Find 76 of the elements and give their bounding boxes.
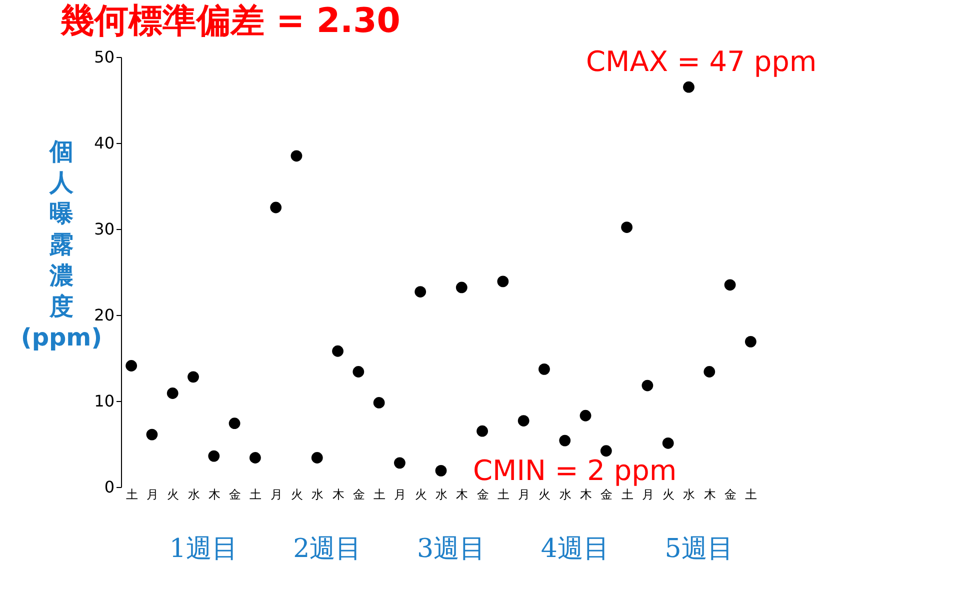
point — [518, 415, 530, 426]
x-tick-label: 水 — [312, 488, 324, 502]
x-tick-label: 火 — [662, 488, 675, 502]
y-tick-label: 20 — [94, 306, 114, 324]
point — [662, 437, 674, 449]
point — [126, 360, 138, 372]
point — [166, 388, 178, 399]
point — [332, 345, 344, 357]
point — [373, 397, 385, 408]
point — [724, 279, 736, 291]
chart-title: 幾何標準偏差 = 2.30 — [59, 1, 400, 41]
text: 1週目 — [169, 534, 238, 564]
x-tick-label: 金 — [600, 488, 613, 502]
x-tick-label: 金 — [352, 488, 365, 502]
x-tick-label: 火 — [167, 488, 180, 502]
point — [352, 366, 364, 378]
x-tick-label: 月 — [518, 488, 530, 502]
y-tick-label: 40 — [94, 134, 114, 152]
point — [600, 445, 612, 457]
x-tick-label: 水 — [436, 488, 448, 502]
text: 4週目 — [540, 534, 610, 564]
x-tick-label: 土 — [250, 488, 262, 502]
x-tick-label: 水 — [188, 488, 200, 502]
x-tick-label: 月 — [642, 488, 654, 502]
point — [497, 276, 509, 288]
annotation: CMAX = 47 ppm — [586, 45, 817, 78]
x-tick-label: 火 — [414, 488, 427, 502]
point — [290, 150, 302, 162]
point — [146, 428, 158, 440]
point — [311, 452, 323, 464]
point — [208, 450, 220, 462]
point — [642, 380, 654, 392]
point — [188, 371, 199, 383]
x-tick-label: 土 — [745, 488, 758, 502]
point — [394, 457, 406, 469]
y-tick-label: 0 — [104, 478, 114, 496]
x-tick-label: 水 — [559, 488, 572, 502]
x-tick-label: 木 — [580, 488, 592, 502]
x-tick-label: 火 — [290, 488, 303, 502]
x-tick-label: 月 — [394, 488, 406, 502]
point — [580, 410, 592, 422]
text: 5週目 — [664, 534, 734, 564]
point — [559, 434, 571, 446]
point — [228, 418, 240, 430]
x-tick-label: 金 — [476, 488, 489, 502]
point — [476, 425, 488, 437]
x-tick-label: 水 — [683, 488, 696, 502]
point — [456, 282, 468, 294]
x-tick-label: 土 — [126, 488, 138, 502]
x-tick-label: 金 — [229, 488, 242, 502]
x-tick-label: 木 — [332, 488, 344, 502]
point — [744, 336, 756, 348]
x-tick-label: 火 — [538, 488, 551, 502]
x-tick-label: 金 — [724, 488, 737, 502]
x-tick-label: 月 — [270, 488, 282, 502]
text: 2週目 — [293, 534, 362, 564]
point — [414, 286, 426, 298]
y-tick-label: 50 — [94, 48, 114, 66]
y-tick-label: 30 — [94, 220, 114, 238]
x-tick-label: 土 — [497, 488, 510, 502]
x-tick-label: 土 — [621, 488, 634, 502]
point — [249, 452, 261, 464]
text: 3週目 — [417, 534, 486, 564]
point — [621, 222, 633, 233]
point — [683, 81, 694, 93]
x-tick-label: 木 — [456, 488, 468, 502]
x-tick-label: 木 — [704, 488, 716, 502]
point — [435, 464, 447, 476]
point — [270, 202, 282, 214]
annotation: CMIN = 2 ppm — [473, 454, 677, 487]
point — [538, 363, 550, 375]
x-tick-label: 木 — [208, 488, 220, 502]
y-tick-label: 10 — [94, 392, 114, 410]
x-tick-label: 土 — [374, 488, 386, 502]
point — [704, 366, 716, 378]
x-tick-label: 月 — [146, 488, 158, 502]
